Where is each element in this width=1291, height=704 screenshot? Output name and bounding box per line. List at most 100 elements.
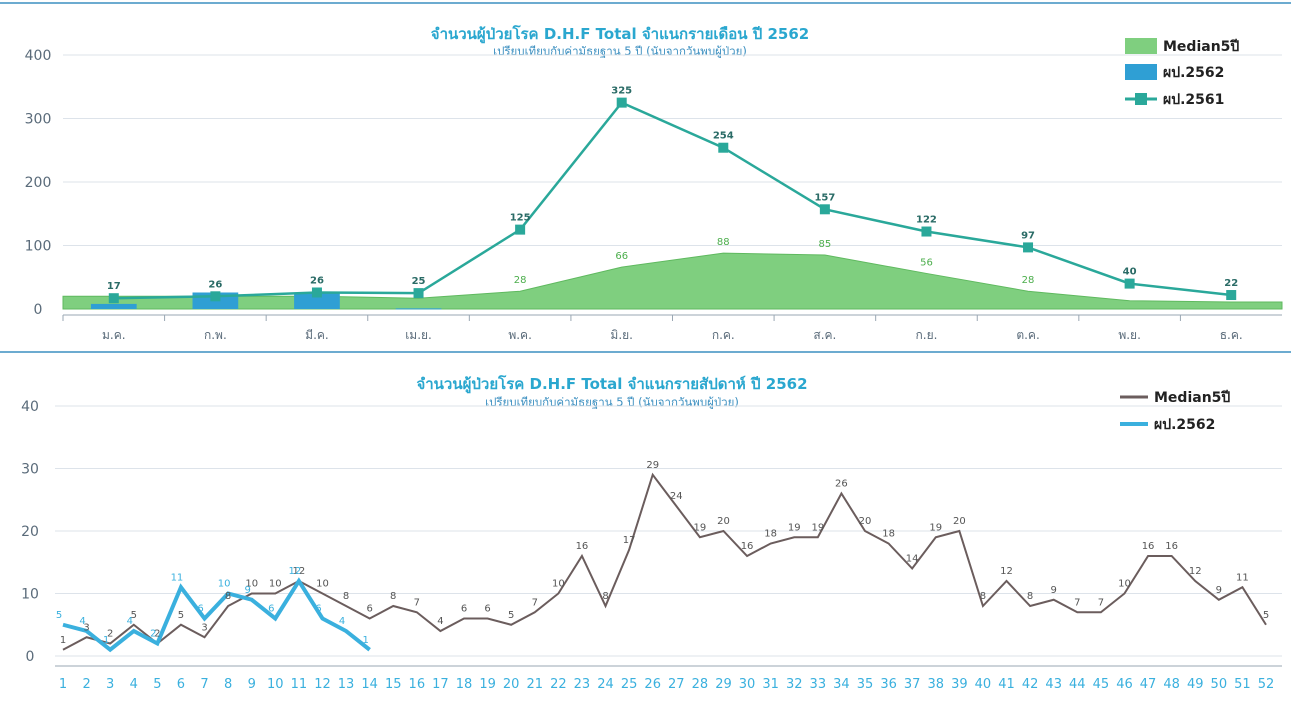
x-tick-label: 10 [267, 677, 284, 692]
marker-2561 [413, 288, 424, 299]
x-tick-label: 45 [1093, 677, 1110, 692]
x-tick-label: มิ.ย. [610, 328, 633, 342]
data-label-2561: 325 [611, 86, 632, 97]
bar-2562 [90, 303, 137, 309]
x-tick-label: ส.ค. [813, 328, 836, 342]
data-label-2561: 17 [107, 281, 121, 292]
data-label-2562: 10 [218, 579, 231, 590]
median-data-label: 8 [602, 591, 608, 602]
x-tick-label: 47 [1140, 677, 1157, 692]
x-tick-label: 11 [291, 677, 308, 692]
median-data-label: 7 [1074, 597, 1080, 608]
x-tick-label: 46 [1116, 677, 1133, 692]
median-data-label: 3 [83, 622, 89, 633]
legend-weekly-2562-label: ผป.2562 [1154, 417, 1215, 433]
median-data-label: 26 [835, 479, 848, 490]
median-data-label: 12 [293, 566, 306, 577]
x-tick-label: 49 [1187, 677, 1204, 692]
data-label-2562: 9 [245, 585, 251, 596]
monthly-legend: Median5ปี ผป.2562 ผป.2561 [1125, 38, 1239, 108]
median-data-label: 66 [615, 251, 628, 262]
line-2561 [113, 101, 1232, 300]
marker-2561 [210, 291, 221, 302]
x-tick-label: 16 [409, 677, 426, 692]
x-tick-label: 6 [177, 677, 185, 692]
median-data-label: 12 [1000, 566, 1013, 577]
median-data-label: 11 [1236, 572, 1249, 583]
data-label-2562: 11 [171, 572, 184, 583]
data-label-2562: 6 [315, 604, 321, 615]
median-data-label: 17 [623, 535, 636, 546]
marker-2561 [616, 97, 627, 108]
x-tick-label: ม.ค. [102, 328, 126, 342]
data-label-2562: 4 [127, 616, 133, 627]
median-data-label: 18 [882, 529, 895, 540]
median-data-label: 28 [1022, 275, 1035, 286]
median-data-label: 5 [508, 610, 514, 621]
median-data-label: 8 [390, 591, 396, 602]
x-tick-label: 20 [503, 677, 520, 692]
x-tick-label: 39 [951, 677, 968, 692]
median-data-label: 12 [1189, 566, 1202, 577]
median-data-label: 16 [576, 541, 589, 552]
median-data-label: 20 [953, 516, 966, 527]
median-data-label: 24 [670, 491, 683, 502]
x-tick-label: 4 [130, 677, 138, 692]
x-tick-label: 23 [574, 677, 591, 692]
y-tick-label: 400 [25, 48, 52, 64]
data-label-2562: 6 [268, 604, 274, 615]
x-tick-label: 38 [927, 677, 944, 692]
x-tick-label: พ.ค. [508, 328, 532, 342]
marker-2561 [311, 287, 322, 298]
monthly-chart: จำนวนผู้ป่วยโรค D.H.F Total จำแนกรายเดือ… [25, 24, 1283, 342]
weekly-chart-subtitle: เปรียบเทียบกับค่ามัธยฐาน 5 ปี (นับจากวัน… [485, 395, 739, 409]
median-data-label: 5 [131, 610, 137, 621]
x-tick-label: 17 [432, 677, 449, 692]
y-tick-label: 0 [26, 649, 35, 665]
x-tick-label: 37 [904, 677, 921, 692]
median-data-label: 8 [343, 591, 349, 602]
line-weekly-median [62, 472, 1267, 651]
bar-2562 [395, 308, 442, 310]
median-data-label: 85 [819, 239, 832, 250]
legend-2562-label: ผป.2562 [1163, 65, 1224, 81]
legend-2561-swatch-marker [1135, 93, 1147, 105]
legend-weekly-median-label: Median5ปี [1154, 390, 1230, 406]
median-data-label: 16 [741, 541, 754, 552]
data-label-2562: 1 [103, 635, 109, 646]
data-label-2561: 122 [916, 215, 937, 226]
data-label-2562: 4 [79, 616, 85, 627]
x-tick-label: 7 [200, 677, 208, 692]
median-data-label: 20 [859, 516, 872, 527]
y-tick-label: 10 [21, 587, 39, 603]
x-tick-label: 21 [526, 677, 543, 692]
weekly-chart: จำนวนผู้ป่วยโรค D.H.F Total จำแนกรายสัปด… [21, 374, 1282, 692]
median-data-label: 5 [178, 610, 184, 621]
data-label-2562: 4 [339, 616, 345, 627]
median-data-label: 3 [201, 622, 207, 633]
legend-median-label: Median5ปี [1163, 39, 1239, 55]
marker-2561 [108, 293, 119, 304]
line-weekly-2562 [62, 577, 371, 653]
x-tick-label: 8 [224, 677, 232, 692]
y-tick-label: 20 [21, 524, 39, 540]
data-label-2562: 2 [150, 629, 156, 640]
x-tick-label: 2 [82, 677, 90, 692]
marker-2561 [1124, 278, 1135, 289]
median-data-label: 19 [929, 522, 942, 533]
x-tick-label: ก.ย. [915, 328, 937, 342]
x-tick-label: ก.ค. [712, 328, 735, 342]
median-data-label: 2 [107, 629, 113, 640]
x-tick-label: 27 [668, 677, 685, 692]
x-tick-label: ธ.ค. [1220, 328, 1243, 342]
x-tick-label: 33 [810, 677, 827, 692]
y-tick-label: 0 [34, 302, 43, 318]
median-data-label: 29 [646, 460, 659, 471]
marker-2561 [921, 226, 932, 237]
x-tick-label: 52 [1258, 677, 1275, 692]
data-label-2561: 25 [412, 276, 426, 287]
median-data-label: 10 [269, 579, 282, 590]
data-label-2561: 157 [814, 192, 835, 203]
median-data-label: 14 [906, 554, 919, 565]
